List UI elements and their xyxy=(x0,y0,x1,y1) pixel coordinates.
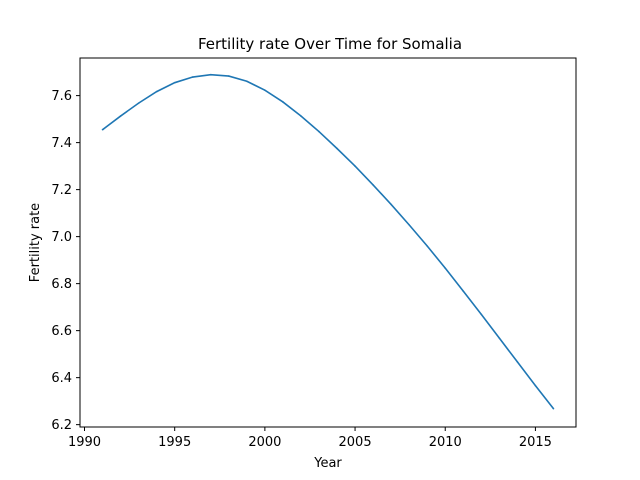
y-tick-label: 7.0 xyxy=(51,230,72,245)
data-point-1997 xyxy=(209,73,212,76)
y-tick-label: 7.2 xyxy=(51,183,72,198)
data-point-2008 xyxy=(408,224,410,226)
y-tick-label: 7.6 xyxy=(51,89,72,104)
data-point-1999 xyxy=(246,80,248,83)
data-point-1996 xyxy=(191,76,194,78)
y-tick-label: 6.4 xyxy=(51,371,72,386)
data-point-1993 xyxy=(137,102,140,104)
data-point-2010 xyxy=(444,267,447,269)
data-point-2004 xyxy=(336,147,338,150)
x-tick-label: 2015 xyxy=(519,435,552,450)
y-tick-label: 6.8 xyxy=(51,277,72,292)
data-point-1992 xyxy=(119,115,122,117)
y-tick-label: 6.6 xyxy=(51,324,72,339)
y-axis-label: Fertility rate xyxy=(28,203,43,282)
data-point-2002 xyxy=(300,115,302,117)
chart-title: Fertility rate Over Time for Somalia xyxy=(198,35,462,53)
y-tick-label: 6.2 xyxy=(51,418,72,433)
data-point-2013 xyxy=(498,337,501,339)
data-point-2011 xyxy=(462,290,465,292)
x-tick-label: 1990 xyxy=(68,435,101,450)
data-point-2012 xyxy=(480,313,483,316)
data-point-2006 xyxy=(372,184,374,186)
series-points xyxy=(101,73,555,410)
data-point-2007 xyxy=(390,203,392,206)
x-axis-label: Year xyxy=(313,456,342,471)
data-point-1998 xyxy=(228,75,230,77)
data-point-2009 xyxy=(426,245,429,247)
x-tick-label: 2000 xyxy=(248,435,281,450)
data-point-2000 xyxy=(264,89,266,91)
data-point-1995 xyxy=(173,81,176,84)
y-axis: 6.2 6.4 6.6 6.8 7.0 7.2 7.4 7.6 xyxy=(51,89,80,433)
data-point-1991 xyxy=(101,128,104,131)
series-line xyxy=(102,73,555,410)
data-point-2005 xyxy=(354,165,356,167)
data-point-2001 xyxy=(282,101,284,103)
x-tick-label: 2010 xyxy=(429,435,462,450)
data-point-2014 xyxy=(516,361,519,363)
x-axis: 1990 1995 2000 2005 2010 2015 xyxy=(68,427,552,450)
x-tick-label: 2005 xyxy=(339,435,372,450)
data-point-2015 xyxy=(534,384,537,387)
y-tick-label: 7.4 xyxy=(51,136,72,151)
data-point-2016 xyxy=(552,407,555,410)
plot-area xyxy=(79,57,577,428)
x-tick-label: 1995 xyxy=(158,435,191,450)
data-point-2003 xyxy=(318,130,320,133)
data-point-1994 xyxy=(155,90,158,93)
